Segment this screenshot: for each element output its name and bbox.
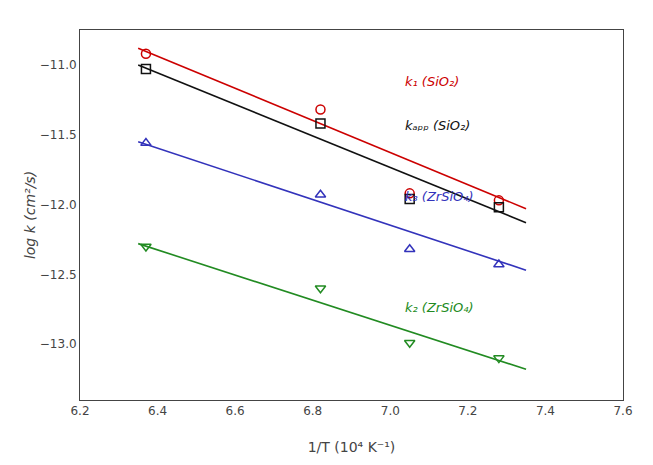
svg-text:k₃ (ZrSiO₄): k₃ (ZrSiO₄) <box>405 189 474 204</box>
svg-text:1/T (10⁴ K⁻¹): 1/T (10⁴ K⁻¹) <box>308 439 396 455</box>
svg-text:−11.5: −11.5 <box>40 128 77 142</box>
svg-text:k₂ (ZrSiO₄): k₂ (ZrSiO₄) <box>405 300 474 315</box>
svg-text:6.2: 6.2 <box>70 404 89 418</box>
svg-text:−13.0: −13.0 <box>40 337 77 351</box>
svg-text:6.4: 6.4 <box>148 404 167 418</box>
svg-text:7.6: 7.6 <box>613 404 632 418</box>
svg-text:−11.0: −11.0 <box>40 58 77 72</box>
svg-text:7.0: 7.0 <box>381 404 400 418</box>
svg-text:k₁ (SiO₂): k₁ (SiO₂) <box>405 74 459 89</box>
svg-text:−12.5: −12.5 <box>40 268 77 282</box>
svg-text:log k (cm²/s): log k (cm²/s) <box>22 171 38 259</box>
svg-text:kₐₚₚ (SiO₂): kₐₚₚ (SiO₂) <box>405 118 470 133</box>
svg-text:−12.0: −12.0 <box>40 198 77 212</box>
svg-text:7.2: 7.2 <box>458 404 477 418</box>
svg-text:6.6: 6.6 <box>226 404 245 418</box>
svg-text:7.4: 7.4 <box>536 404 555 418</box>
svg-text:6.8: 6.8 <box>303 404 322 418</box>
